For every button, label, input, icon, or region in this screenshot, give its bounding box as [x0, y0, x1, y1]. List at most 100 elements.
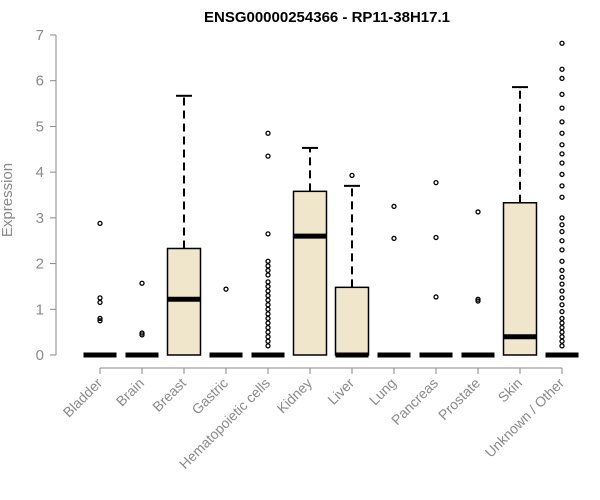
box-body — [502, 202, 538, 356]
outlier-point — [97, 295, 103, 301]
y-tick-label: 2 — [36, 256, 44, 273]
outlier-point — [265, 267, 271, 274]
outlier-point — [559, 315, 565, 322]
outlier-point — [433, 234, 439, 241]
outlier-point — [559, 247, 565, 253]
outlier-point — [559, 329, 565, 335]
y-tick-label: 1 — [36, 301, 44, 318]
outlier-point — [139, 280, 145, 286]
outlier-point — [559, 40, 565, 46]
outlier-point — [475, 298, 481, 304]
outlier-point — [139, 330, 145, 336]
x-tick-label: Unknown / Other — [482, 375, 568, 461]
box-kidney — [292, 146, 328, 356]
outlier-point — [559, 267, 565, 274]
outlier-point — [265, 288, 271, 294]
y-tick-label: 7 — [36, 27, 44, 44]
outlier-point — [559, 160, 565, 166]
outlier-point — [559, 288, 565, 294]
outlier-point — [559, 302, 565, 308]
outlier-point — [559, 258, 565, 264]
outlier-point — [559, 75, 565, 82]
outlier-point — [265, 263, 271, 269]
y-axis: 0 1 2 3 4 5 6 7 — [36, 27, 57, 364]
boxes-group — [83, 40, 579, 358]
outlier-point — [559, 238, 565, 244]
outlier-point — [349, 172, 355, 178]
outlier-point — [559, 228, 565, 235]
outlier-point — [559, 130, 565, 136]
box-body — [166, 247, 202, 356]
outlier-point — [265, 320, 271, 326]
x-tick-label: Pancreas — [388, 375, 441, 428]
outlier-point — [265, 302, 271, 308]
outlier-point — [559, 338, 565, 344]
x-tick-label: Liver — [324, 375, 357, 408]
outlier-point — [265, 292, 271, 299]
outlier-point — [559, 281, 565, 287]
outlier-point — [265, 297, 271, 303]
box-prostate — [461, 209, 495, 358]
outlier-point — [265, 258, 271, 264]
box-breast — [166, 94, 202, 356]
x-tick-label: Skin — [495, 375, 526, 406]
box-lung — [377, 203, 411, 358]
x-tick-label: Prostate — [435, 375, 483, 423]
y-tick-label: 3 — [36, 210, 44, 227]
outlier-point — [97, 299, 103, 306]
outlier-point — [139, 332, 145, 338]
outlier-point — [265, 231, 271, 237]
outlier-point — [265, 315, 271, 322]
outlier-point — [97, 315, 103, 322]
outlier-point — [265, 338, 271, 344]
outlier-point — [265, 334, 271, 340]
outlier-point — [265, 279, 271, 285]
outlier-point — [559, 320, 565, 326]
y-tick-label: 4 — [36, 164, 44, 181]
outlier-point — [559, 91, 565, 98]
y-tick-label: 5 — [36, 118, 44, 135]
outlier-point — [265, 329, 271, 335]
y-tick-label: 0 — [36, 347, 44, 364]
outlier-point — [265, 153, 271, 159]
chart-title: ENSG00000254366 - RP11-38H17.1 — [204, 9, 450, 26]
outlier-point — [391, 235, 397, 242]
outlier-point — [559, 308, 565, 315]
outlier-point — [265, 272, 271, 278]
box-hematopoietic-cells — [251, 130, 285, 358]
outlier-point — [559, 66, 565, 72]
outlier-point — [559, 343, 565, 349]
outlier-point — [265, 311, 271, 317]
outlier-point — [433, 180, 439, 186]
x-tick-label: Brain — [113, 375, 147, 409]
box-pancreas — [419, 180, 453, 358]
x-tick-label: Bladder — [60, 375, 106, 421]
outlier-point — [559, 222, 565, 228]
outlier-point — [265, 324, 271, 331]
box-body — [292, 190, 328, 356]
outlier-point — [559, 215, 565, 221]
x-tick-label: Kidney — [274, 375, 316, 417]
box-liver — [334, 172, 370, 358]
x-tick-label: Breast — [149, 375, 189, 415]
outlier-point — [559, 324, 565, 331]
outlier-point — [559, 151, 565, 157]
x-tick-label: Lung — [366, 375, 399, 408]
outlier-point — [475, 296, 481, 302]
outlier-point — [391, 203, 397, 210]
outlier-point — [559, 105, 565, 111]
outlier-point — [265, 306, 271, 312]
outlier-point — [97, 220, 103, 226]
box-bladder — [83, 220, 117, 358]
box-brain — [125, 280, 159, 358]
outlier-point — [559, 183, 565, 189]
outlier-point — [559, 119, 565, 125]
outlier-point — [475, 209, 481, 215]
box-unknown-other — [545, 40, 579, 358]
outlier-point — [559, 171, 565, 178]
outlier-point — [559, 194, 565, 200]
outlier-point — [223, 286, 229, 292]
box-skin — [502, 86, 538, 356]
